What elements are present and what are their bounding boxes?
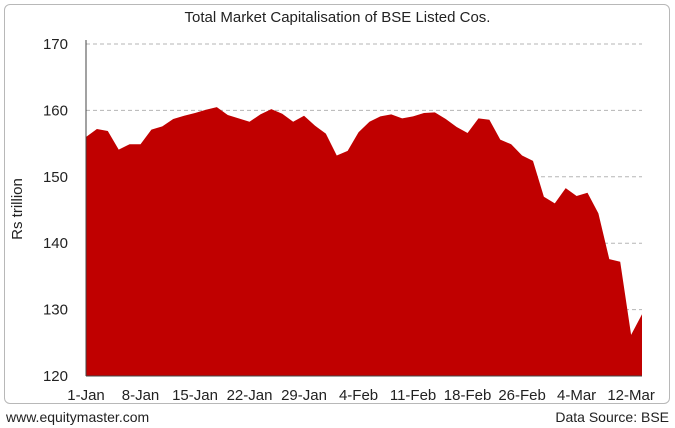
x-tick-label: 12-Mar: [607, 387, 655, 404]
market-cap-area: [86, 107, 642, 376]
x-tick-label: 8-Jan: [122, 387, 160, 404]
x-tick-label: 4-Feb: [339, 387, 378, 404]
axes: [85, 40, 642, 377]
chart-title: Total Market Capitalisation of BSE Liste…: [184, 9, 491, 26]
x-tick-label: 1-Jan: [67, 387, 105, 404]
x-tick-label: 29-Jan: [281, 387, 327, 404]
y-tick-label: 170: [43, 36, 68, 53]
x-tick-label: 18-Feb: [444, 387, 492, 404]
x-tick-label: 15-Jan: [172, 387, 218, 404]
y-axis-label: Rs trillion: [9, 178, 26, 240]
x-axis-ticks: 1-Jan 8-Jan 15-Jan 22-Jan 29-Jan 4-Feb 11-Feb 1…: [67, 387, 655, 404]
y-tick-label: 140: [43, 235, 68, 252]
x-tick-label: 4-Mar: [557, 387, 596, 404]
website-credit: www.equitymaster.com: [6, 409, 150, 425]
plot-area: [86, 107, 642, 376]
y-axis-ticks: 120 130 140 150 160 170: [43, 36, 68, 385]
y-tick-label: 120: [43, 368, 68, 385]
x-tick-label: 26-Feb: [498, 387, 546, 404]
y-tick-label: 130: [43, 302, 68, 319]
data-source: Data Source: BSE: [555, 409, 669, 425]
x-tick-label: 22-Jan: [227, 387, 273, 404]
y-tick-label: 150: [43, 169, 68, 186]
x-tick-label: 11-Feb: [390, 387, 436, 404]
y-tick-label: 160: [43, 102, 68, 119]
